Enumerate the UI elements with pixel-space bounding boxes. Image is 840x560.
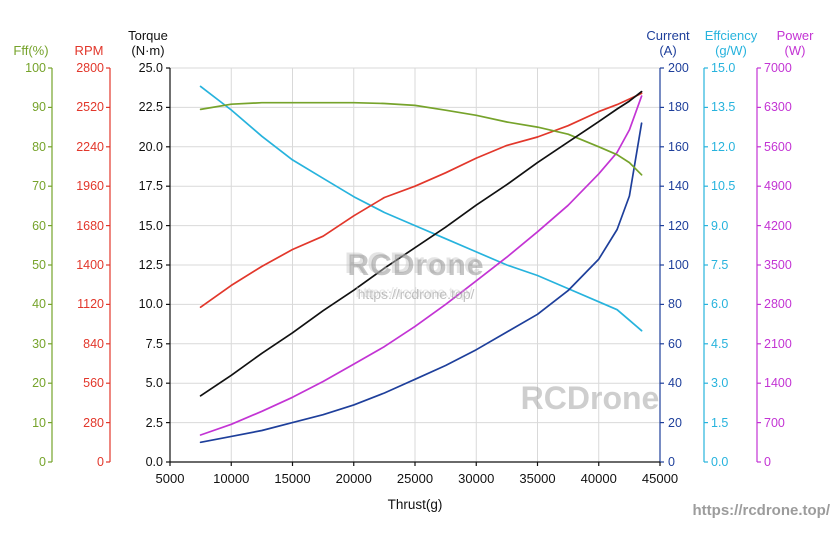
y-tick-power: 5600	[764, 139, 792, 154]
y-tick-efficiency: 4.5	[711, 336, 729, 351]
watermark-link: https://rcdrone.top/	[357, 286, 475, 302]
y-tick-torque: 2.5	[145, 415, 163, 430]
y-tick-power: 0	[764, 455, 771, 469]
axis-title-eff: Fff(%)	[13, 43, 49, 58]
y-tick-power: 2800	[764, 297, 792, 312]
y-tick-rpm: 1960	[76, 179, 104, 194]
x-tick: 30000	[458, 471, 495, 486]
y-tick-rpm: 0	[97, 455, 104, 469]
y-tick-efficiency: 12.0	[711, 139, 736, 154]
y-tick-rpm: 560	[83, 376, 104, 391]
y-tick-rpm: 2520	[76, 100, 104, 115]
axis-title-torque: Torque (N·m)	[128, 28, 168, 58]
y-tick-efficiency: 10.5	[711, 179, 736, 194]
y-tick-efficiency: 15.0	[711, 61, 736, 75]
series-current	[199, 122, 643, 444]
y-tick-current: 180	[668, 100, 689, 115]
x-axis-label: Thrust(g)	[387, 497, 443, 512]
y-tick-current: 20	[668, 415, 682, 430]
series-torque	[199, 90, 643, 397]
footer-link: https://rcdrone.top/	[692, 502, 831, 519]
x-tick: 20000	[335, 471, 372, 486]
y-tick-torque: 20.0	[138, 139, 163, 154]
y-tick-power: 7000	[764, 61, 792, 75]
y-tick-power: 2100	[764, 336, 792, 351]
x-tick: 10000	[213, 471, 250, 486]
x-tick: 45000	[641, 471, 679, 486]
x-tick: 25000	[396, 471, 434, 486]
y-tick-eff: 90	[32, 100, 46, 115]
y-tick-eff: 40	[32, 297, 46, 312]
y-tick-power: 4200	[764, 218, 792, 233]
y-tick-torque: 0.0	[145, 455, 163, 469]
y-tick-torque: 17.5	[138, 179, 163, 194]
watermark-title: RCDrone	[347, 249, 485, 282]
y-tick-eff: 50	[32, 258, 46, 272]
y-tick-torque: 12.5	[138, 258, 163, 272]
axis-title-rpm: RPM	[74, 43, 104, 58]
y-tick-eff: 0	[39, 455, 46, 469]
y-tick-rpm: 1680	[76, 218, 104, 233]
y-tick-eff: 70	[32, 179, 46, 194]
axis-title-current: Current (A)	[646, 28, 690, 58]
axis-title-efficiency: Effciency (g/W)	[704, 28, 758, 58]
y-tick-current: 140	[668, 179, 689, 194]
series-efficiency	[199, 85, 643, 332]
y-tick-rpm: 840	[83, 336, 104, 351]
y-tick-eff: 30	[32, 336, 46, 351]
y-tick-current: 100	[668, 258, 689, 272]
y-tick-rpm: 1120	[77, 297, 104, 312]
y-tick-power: 4900	[764, 179, 792, 194]
y-tick-rpm: 2240	[76, 139, 104, 154]
y-tick-torque: 10.0	[138, 297, 163, 312]
y-tick-torque: 15.0	[138, 218, 163, 233]
y-tick-efficiency: 6.0	[711, 297, 729, 312]
y-tick-rpm: 280	[83, 415, 104, 430]
x-tick: 40000	[580, 471, 617, 486]
y-tick-efficiency: 0.0	[711, 455, 729, 469]
y-tick-current: 0	[668, 455, 675, 469]
y-tick-eff: 100	[25, 61, 46, 75]
y-tick-power: 3500	[764, 258, 792, 272]
axis-title-power: Power (W)	[776, 28, 814, 58]
y-tick-rpm: 1400	[76, 258, 104, 272]
y-tick-efficiency: 1.5	[711, 415, 729, 430]
y-tick-power: 700	[764, 415, 785, 430]
y-tick-eff: 80	[32, 139, 46, 154]
y-tick-efficiency: 9.0	[711, 218, 729, 233]
y-tick-current: 80	[668, 297, 682, 312]
x-tick: 5000	[155, 471, 185, 486]
watermark-corner: RCDrone	[520, 380, 660, 416]
y-tick-eff: 10	[32, 415, 46, 430]
y-tick-torque: 5.0	[145, 376, 163, 391]
y-tick-power: 6300	[764, 100, 792, 115]
x-tick: 15000	[274, 471, 311, 486]
y-tick-current: 40	[668, 376, 682, 391]
series-eff	[199, 101, 643, 176]
y-tick-efficiency: 7.5	[711, 258, 729, 272]
y-tick-power: 1400	[764, 376, 792, 391]
y-tick-torque: 22.5	[138, 100, 163, 115]
y-tick-torque: 25.0	[138, 61, 163, 75]
y-tick-current: 200	[668, 61, 689, 75]
x-tick: 35000	[519, 471, 556, 486]
y-tick-current: 120	[668, 218, 689, 233]
y-tick-rpm: 2800	[76, 61, 104, 75]
series-power	[199, 95, 643, 436]
y-tick-eff: 60	[32, 218, 46, 233]
series-rpm	[199, 92, 643, 309]
y-tick-eff: 20	[32, 376, 46, 391]
y-tick-efficiency: 13.5	[711, 100, 736, 115]
y-tick-current: 160	[668, 139, 689, 154]
y-tick-torque: 7.5	[145, 336, 163, 351]
y-tick-current: 60	[668, 336, 682, 351]
y-tick-efficiency: 3.0	[711, 376, 729, 391]
